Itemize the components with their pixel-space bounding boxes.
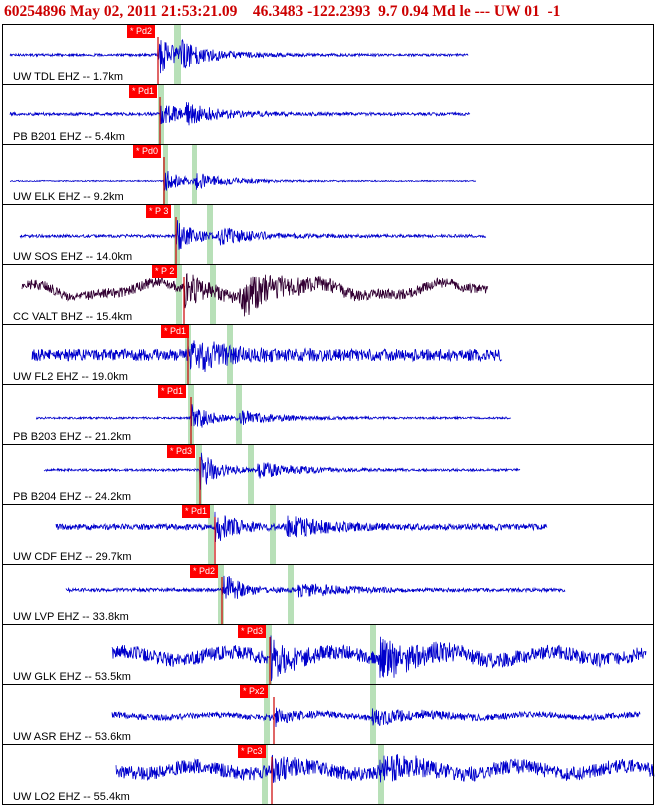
trace-panel[interactable]: UW CDF EHZ -- 29.7km xyxy=(2,504,654,565)
station-label: UW ASR EHZ -- 53.6km xyxy=(13,731,131,743)
waveform-trace xyxy=(19,220,487,250)
waveform-trace xyxy=(9,102,471,126)
trace-panel[interactable]: UW TDL EHZ -- 1.7km xyxy=(2,24,654,85)
arrival-band xyxy=(248,445,254,504)
pick-tag[interactable]: * Pd0 xyxy=(133,145,162,158)
waveform-trace xyxy=(115,754,655,783)
arrival-band xyxy=(208,505,214,564)
arrival-band xyxy=(262,745,268,804)
trace-panel[interactable]: UW SOS EHZ -- 14.0km xyxy=(2,204,654,265)
pick-tag[interactable]: * P 2 xyxy=(152,265,178,278)
trace-panel[interactable]: UW GLK EHZ -- 53.5km xyxy=(2,624,654,685)
arrival-band xyxy=(207,205,213,264)
trace-panel[interactable]: UW ELK EHZ -- 9.2km xyxy=(2,144,654,205)
arrival-band xyxy=(174,25,181,84)
station-label: PB B201 EHZ -- 5.4km xyxy=(13,131,125,143)
waveform-trace xyxy=(111,707,641,728)
station-label: PB B203 EHZ -- 21.2km xyxy=(13,431,131,443)
trace-panel[interactable]: UW FL2 EHZ -- 19.0km xyxy=(2,324,654,385)
station-label: UW LVP EHZ -- 33.8km xyxy=(13,611,129,623)
station-label: UW ELK EHZ -- 9.2km xyxy=(13,191,124,203)
pick-tag[interactable]: * Pc3 xyxy=(238,745,266,758)
waveform-trace xyxy=(9,170,477,191)
trace-panel[interactable]: PB B203 EHZ -- 21.2km xyxy=(2,384,654,445)
pick-tag[interactable]: * Pd1 xyxy=(158,385,187,398)
pick-tag[interactable]: * Pd1 xyxy=(129,85,158,98)
event-header: 60254896 May 02, 2011 21:53:21.09 46.348… xyxy=(0,0,656,24)
waveform-trace xyxy=(55,511,548,543)
pick-tag[interactable]: * Pd3 xyxy=(167,445,196,458)
waveform-trace xyxy=(31,340,503,373)
arrival-band xyxy=(288,565,294,624)
arrival-band xyxy=(210,265,216,324)
trace-panel[interactable]: PB B201 EHZ -- 5.4km xyxy=(2,84,654,145)
station-label: UW LO2 EHZ -- 55.4km xyxy=(13,791,130,803)
trace-panel[interactable]: UW LVP EHZ -- 33.8km xyxy=(2,564,654,625)
station-label: UW SOS EHZ -- 14.0km xyxy=(13,251,133,263)
arrival-band xyxy=(270,505,276,564)
pick-tag[interactable]: * P 3 xyxy=(146,205,172,218)
waveform-trace xyxy=(9,39,469,74)
arrival-band xyxy=(218,565,224,624)
waveform-trace xyxy=(65,575,566,599)
pick-tag[interactable]: * Pd2 xyxy=(190,565,219,578)
pick-tag[interactable]: * Pd3 xyxy=(238,625,267,638)
trace-panel[interactable]: PB B204 EHZ -- 24.2km xyxy=(2,444,654,505)
waveform-trace xyxy=(111,635,647,682)
station-label: UW CDF EHZ -- 29.7km xyxy=(13,551,132,563)
station-label: CC VALT BHZ -- 15.4km xyxy=(13,311,133,323)
pick-tag[interactable]: * Pd1 xyxy=(161,325,190,338)
pick-tag[interactable]: * Pd1 xyxy=(182,505,211,518)
pick-tag[interactable]: * Pd2 xyxy=(127,25,156,38)
station-label: PB B204 EHZ -- 24.2km xyxy=(13,491,131,503)
trace-panel[interactable]: UW LO2 EHZ -- 55.4km xyxy=(2,744,654,805)
pick-tag[interactable]: * Px2 xyxy=(240,685,268,698)
waveform-trace xyxy=(43,452,521,490)
arrival-band xyxy=(266,625,272,684)
waveform-trace xyxy=(21,273,489,317)
station-label: UW TDL EHZ -- 1.7km xyxy=(13,71,124,83)
arrival-band xyxy=(264,685,270,744)
trace-panel[interactable]: CC VALT BHZ -- 15.4km xyxy=(2,264,654,325)
trace-panel[interactable]: UW ASR EHZ -- 53.6km xyxy=(2,684,654,745)
station-label: UW FL2 EHZ -- 19.0km xyxy=(13,371,128,383)
arrival-band xyxy=(192,145,197,204)
waveform-trace xyxy=(35,404,512,428)
station-label: UW GLK EHZ -- 53.5km xyxy=(13,671,131,683)
arrival-band xyxy=(196,445,202,504)
arrival-band xyxy=(236,385,242,444)
arrival-band xyxy=(176,265,182,324)
